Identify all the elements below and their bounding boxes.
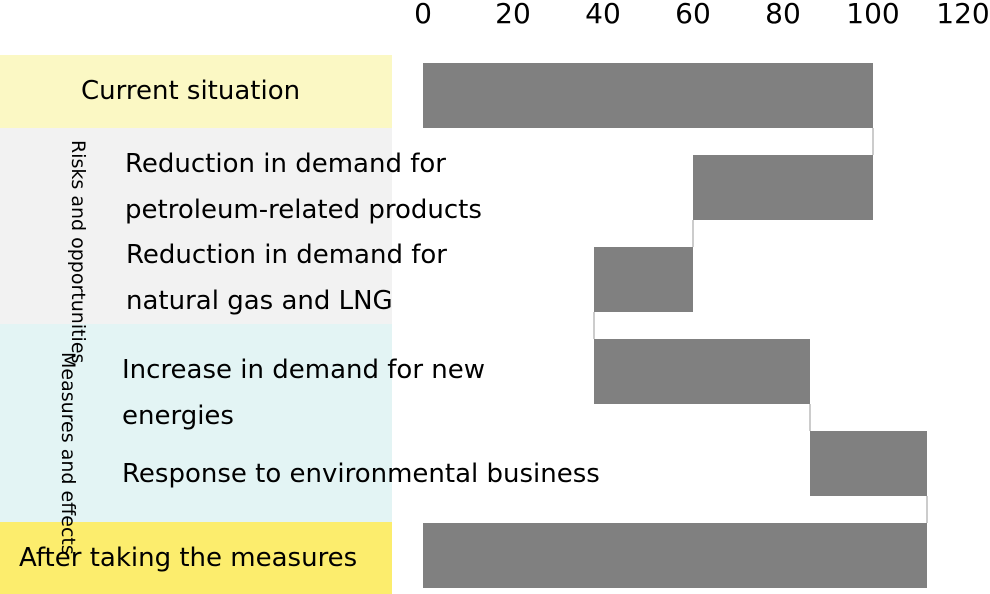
- bar-1: [423, 63, 873, 128]
- x-tick-120: 120: [936, 0, 989, 30]
- x-tick-60: 60: [675, 0, 711, 30]
- x-tick-20: 20: [495, 0, 531, 30]
- measures-effects-panel: [0, 324, 392, 522]
- x-tick-80: 80: [765, 0, 801, 30]
- bar-2: [693, 155, 873, 220]
- after-measures-label: After taking the measures: [19, 543, 358, 573]
- bar-4: [594, 339, 810, 404]
- item-environmental-business: Response to environmental business: [122, 459, 600, 489]
- item-petroleum-line-1: Reduction in demand for: [125, 149, 446, 179]
- bar-5: [810, 431, 927, 496]
- x-tick-40: 40: [585, 0, 621, 30]
- risks-opportunities-panel: [0, 128, 392, 324]
- after-measures-panel: [0, 522, 392, 594]
- item-new-energies-line-1: Increase in demand for new: [122, 355, 486, 385]
- x-tick-0: 0: [414, 0, 432, 30]
- item-new-energies-line-2: energies: [122, 401, 234, 431]
- bar-3: [594, 247, 693, 312]
- item-lng-line-1: Reduction in demand for: [126, 240, 447, 270]
- x-tick-100: 100: [846, 0, 899, 30]
- current-situation-label: Current situation: [81, 76, 301, 106]
- item-petroleum-line-2: petroleum-related products: [125, 195, 482, 225]
- item-lng-line-2: natural gas and LNG: [126, 286, 393, 316]
- bar-6: [423, 523, 927, 588]
- current-situation-panel: [0, 55, 392, 128]
